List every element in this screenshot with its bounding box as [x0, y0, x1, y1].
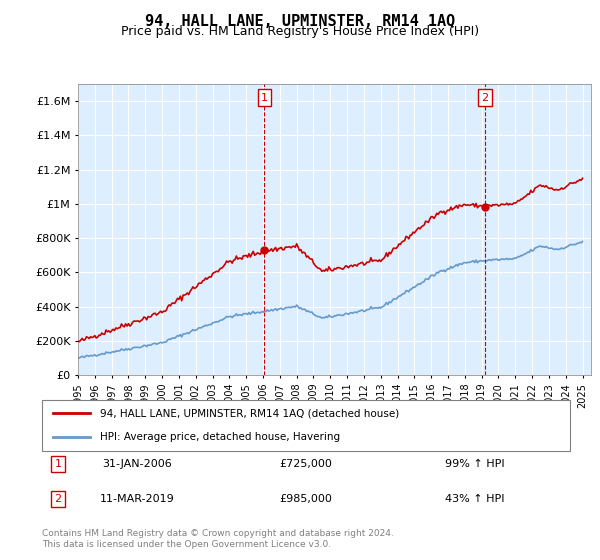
Text: 31-JAN-2006: 31-JAN-2006	[102, 459, 172, 469]
Text: 99% ↑ HPI: 99% ↑ HPI	[445, 459, 505, 469]
Text: Contains HM Land Registry data © Crown copyright and database right 2024.
This d: Contains HM Land Registry data © Crown c…	[42, 529, 394, 549]
Text: £985,000: £985,000	[280, 494, 332, 504]
Text: 11-MAR-2019: 11-MAR-2019	[100, 494, 175, 504]
FancyBboxPatch shape	[42, 400, 570, 451]
Text: 43% ↑ HPI: 43% ↑ HPI	[445, 494, 505, 504]
Text: HPI: Average price, detached house, Havering: HPI: Average price, detached house, Have…	[100, 432, 340, 442]
Text: 94, HALL LANE, UPMINSTER, RM14 1AQ: 94, HALL LANE, UPMINSTER, RM14 1AQ	[145, 14, 455, 29]
Text: 94, HALL LANE, UPMINSTER, RM14 1AQ (detached house): 94, HALL LANE, UPMINSTER, RM14 1AQ (deta…	[100, 408, 400, 418]
Text: 2: 2	[54, 494, 61, 504]
Text: Price paid vs. HM Land Registry's House Price Index (HPI): Price paid vs. HM Land Registry's House …	[121, 25, 479, 38]
Text: £725,000: £725,000	[280, 459, 332, 469]
Text: 1: 1	[261, 93, 268, 102]
Text: 1: 1	[55, 459, 61, 469]
Text: 2: 2	[482, 93, 489, 102]
